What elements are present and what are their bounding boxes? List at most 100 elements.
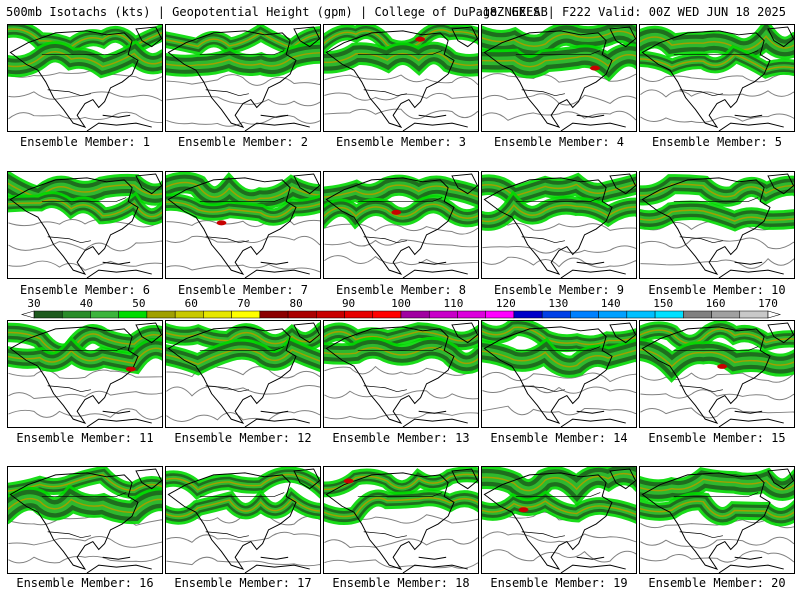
wind-map <box>640 25 794 131</box>
colorbar-tick-label: 40 <box>80 298 93 310</box>
ensemble-map-panel <box>639 24 795 132</box>
colorbar-swatch <box>598 310 628 319</box>
isotach-colorbar: 30 50 70 90 110 130 150 170 40 60 80 100 120 140 160 <box>20 298 782 319</box>
wind-map <box>640 467 794 573</box>
ensemble-member-label: Ensemble Member: 8 <box>335 283 467 297</box>
colorbar-tick-label: 140 <box>601 298 621 310</box>
colorbar-swatch <box>400 310 430 319</box>
wind-map <box>8 25 162 131</box>
wind-map <box>640 173 794 278</box>
ensemble-member-label: Ensemble Member: 10 <box>648 283 786 297</box>
wind-map <box>166 322 320 427</box>
colorbar-swatch <box>457 310 486 319</box>
wind-map <box>324 467 478 573</box>
wind-map <box>482 25 636 131</box>
colorbar-swatch <box>654 310 684 319</box>
ensemble-map-panel <box>7 171 163 279</box>
colorbar-swatch <box>316 310 345 319</box>
colorbar-left-arrow <box>20 310 35 319</box>
colorbar-tick-label: 110 <box>443 298 463 310</box>
ensemble-member-label: Ensemble Member: 17 <box>174 576 312 590</box>
colorbar-tick-label: 160 <box>706 298 726 310</box>
ensemble-member-label: Ensemble Member: 6 <box>19 283 151 297</box>
ensemble-member-label: Ensemble Member: 7 <box>177 283 309 297</box>
wind-map <box>640 321 794 427</box>
ensemble-map-panel <box>481 466 637 574</box>
colorbar-swatch <box>513 310 543 319</box>
wind-map <box>324 322 478 427</box>
wind-map <box>482 172 636 278</box>
ensemble-map-panel <box>165 466 321 574</box>
colorbar-swatch <box>203 310 232 319</box>
colorbar-swatch <box>33 310 63 319</box>
colorbar-swatch <box>118 310 148 319</box>
colorbar-swatch <box>146 310 176 319</box>
colorbar-swatch <box>570 310 599 319</box>
colorbar-tick-label: 60 <box>185 298 198 310</box>
wind-map <box>324 173 478 278</box>
colorbar-swatch <box>90 310 119 319</box>
colorbar-swatch <box>626 310 656 319</box>
ensemble-member-label: Ensemble Member: 18 <box>332 576 470 590</box>
ensemble-member-label: Ensemble Member: 19 <box>490 576 628 590</box>
ensemble-map-panel <box>481 320 637 428</box>
ensemble-member-label: Ensemble Member: 9 <box>493 283 625 297</box>
model-run-info: 18Z GEFS | F222 Valid: 00Z WED JUN 18 20… <box>482 5 786 19</box>
ensemble-map-panel <box>165 171 321 279</box>
wind-map <box>324 25 478 131</box>
ensemble-member-label: Ensemble Member: 2 <box>177 135 309 149</box>
colorbar-tick-label: 150 <box>653 298 673 310</box>
wind-map <box>166 172 320 278</box>
ensemble-member-label: Ensemble Member: 16 <box>16 576 154 590</box>
ensemble-map-panel <box>7 320 163 428</box>
colorbar-tick-label: 120 <box>496 298 516 310</box>
colorbar-swatch <box>372 310 402 319</box>
colorbar-tick-label: 100 <box>391 298 411 310</box>
ensemble-member-label: Ensemble Member: 15 <box>648 431 786 445</box>
colorbar-swatch <box>428 310 458 319</box>
colorbar-swatch <box>231 310 261 319</box>
colorbar-swatch <box>485 310 515 319</box>
wind-map <box>8 467 162 573</box>
colorbar-right-arrow <box>767 310 782 319</box>
ensemble-map-panel <box>165 320 321 428</box>
colorbar-swatch <box>711 310 741 319</box>
wind-map <box>8 172 162 278</box>
colorbar-swatch <box>683 310 712 319</box>
ensemble-member-label: Ensemble Member: 20 <box>648 576 786 590</box>
colorbar-swatch <box>541 310 571 319</box>
ensemble-member-label: Ensemble Member: 14 <box>490 431 628 445</box>
wind-map <box>166 467 320 573</box>
ensemble-map-panel <box>323 171 479 279</box>
colorbar-swatch <box>61 310 91 319</box>
map-title: 500mb Isotachs (kts) | Geopotential Heig… <box>6 5 548 19</box>
wind-map <box>482 467 636 573</box>
wind-map <box>8 322 162 427</box>
ensemble-map-panel <box>481 24 637 132</box>
ensemble-map-panel <box>639 466 795 574</box>
colorbar-tick-label: 130 <box>548 298 568 310</box>
ensemble-map-panel <box>7 24 163 132</box>
ensemble-member-label: Ensemble Member: 4 <box>493 135 625 149</box>
ensemble-map-panel <box>481 171 637 279</box>
colorbar-swatch <box>259 310 289 319</box>
ensemble-member-label: Ensemble Member: 5 <box>651 135 783 149</box>
colorbar-swatch <box>739 310 769 319</box>
colorbar-tick-label: 80 <box>290 298 303 310</box>
ensemble-map-panel <box>323 24 479 132</box>
ensemble-map-panel <box>323 320 479 428</box>
wind-map <box>166 25 320 131</box>
colorbar-swatch <box>344 310 374 319</box>
ensemble-map-panel <box>323 466 479 574</box>
ensemble-member-label: Ensemble Member: 12 <box>174 431 312 445</box>
ensemble-map-panel <box>165 24 321 132</box>
ensemble-member-label: Ensemble Member: 1 <box>19 135 151 149</box>
colorbar-tick-label: 30 <box>27 298 40 310</box>
ensemble-map-panel <box>639 171 795 279</box>
colorbar-swatch <box>174 310 204 319</box>
ensemble-member-label: Ensemble Member: 3 <box>335 135 467 149</box>
colorbar-tick-label: 170 <box>758 298 778 310</box>
ensemble-map-panel <box>7 466 163 574</box>
colorbar-tick-label: 70 <box>237 298 250 310</box>
ensemble-member-label: Ensemble Member: 11 <box>16 431 154 445</box>
